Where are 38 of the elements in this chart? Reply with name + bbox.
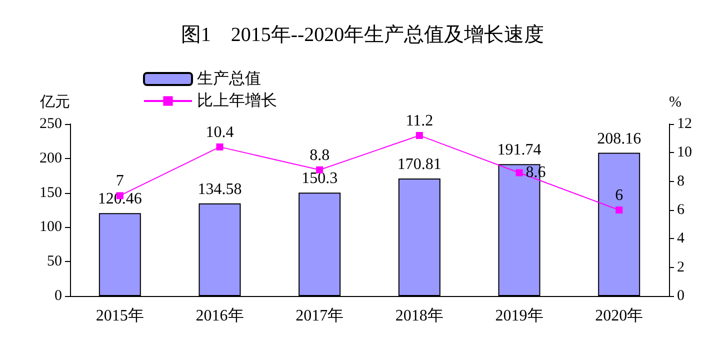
data-label: 6	[615, 187, 624, 204]
data-label: 10.4	[206, 124, 234, 141]
y-tick-label: 150	[40, 184, 62, 201]
y2-tick-label: 6	[677, 202, 685, 218]
legend-label: 比上年增长	[197, 92, 277, 110]
y-tick-label: 200	[40, 150, 62, 166]
x-tick-label: 2018年	[395, 308, 444, 324]
data-label: 7	[116, 172, 124, 190]
x-tick-label: 2017年	[296, 308, 344, 324]
legend-label: 生产总值	[197, 70, 261, 88]
y2-tick-label: 8	[677, 173, 684, 190]
y2-tick-label: 10	[677, 144, 692, 161]
data-label: 11.2	[406, 112, 434, 130]
data-label: 170.81	[397, 156, 442, 173]
y2-tick-label: 12	[677, 116, 692, 132]
point	[216, 143, 224, 150]
y-tick-label: 100	[40, 219, 62, 236]
point	[516, 169, 523, 176]
y-tick-label: 250	[40, 116, 62, 132]
chart-title: 图1 2015年--2020年生产总值及增长速度	[180, 24, 544, 46]
x-tick-label: 2016年	[196, 308, 244, 324]
y2-tick-label: 0	[677, 288, 684, 304]
y-axis-title: 亿元	[39, 94, 70, 110]
y-tick-label: 0	[54, 288, 62, 304]
point	[616, 206, 623, 214]
y2-tick-label: 2	[677, 259, 684, 276]
data-label: 191.74	[497, 142, 542, 159]
x-tick-label: 2020年	[595, 308, 644, 324]
x-tick-label: 2015年	[96, 308, 144, 324]
x-tick-label: 2019年	[495, 308, 544, 324]
y2-axis-title: %	[669, 94, 682, 110]
point	[416, 132, 423, 139]
data-label: 208.16	[597, 130, 642, 148]
data-label: 150.3	[302, 170, 338, 188]
data-label: 8.8	[310, 146, 330, 164]
data-label: 134.58	[198, 180, 242, 198]
y2-tick-label: 4	[677, 230, 685, 247]
y-tick-label: 50	[47, 254, 62, 270]
